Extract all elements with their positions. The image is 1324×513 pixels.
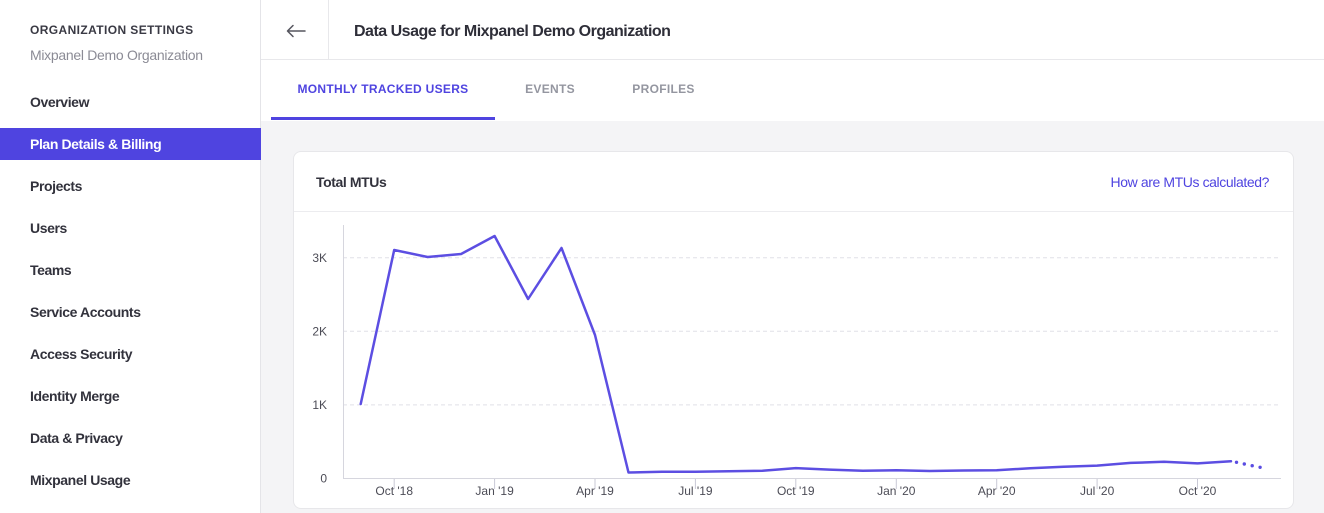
- svg-text:3K: 3K: [312, 251, 327, 265]
- svg-text:Oct '18: Oct '18: [375, 484, 413, 498]
- svg-text:Oct '19: Oct '19: [777, 484, 815, 498]
- svg-text:1K: 1K: [312, 398, 327, 412]
- svg-text:2K: 2K: [312, 325, 327, 339]
- svg-text:Jan '19: Jan '19: [475, 484, 514, 498]
- svg-text:Jan '20: Jan '20: [877, 484, 916, 498]
- svg-text:Jul '19: Jul '19: [678, 484, 713, 498]
- svg-text:Apr '20: Apr '20: [978, 484, 1016, 498]
- svg-text:Oct '20: Oct '20: [1179, 484, 1217, 498]
- svg-text:Jul '20: Jul '20: [1080, 484, 1115, 498]
- svg-text:Apr '19: Apr '19: [576, 484, 614, 498]
- svg-text:0: 0: [320, 472, 327, 486]
